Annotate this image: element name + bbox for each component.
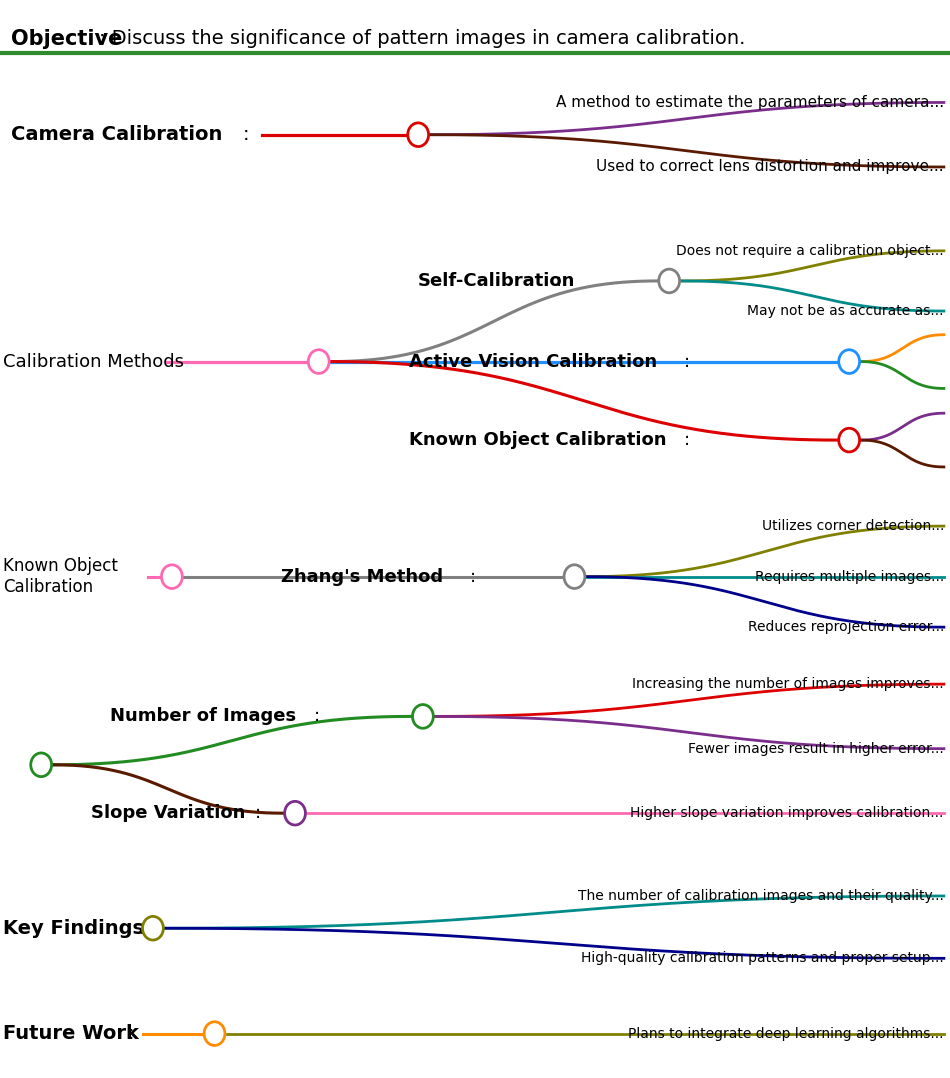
Text: Increasing the number of images improves...: Increasing the number of images improves… — [633, 677, 944, 691]
Text: :: : — [127, 1024, 134, 1044]
Text: Reduces reprojection error...: Reduces reprojection error... — [748, 620, 944, 634]
Text: :: : — [139, 918, 145, 938]
Text: Key Findings: Key Findings — [3, 918, 144, 938]
Text: Fewer images result in higher error...: Fewer images result in higher error... — [688, 742, 944, 756]
Text: Camera Calibration: Camera Calibration — [10, 125, 222, 144]
Text: Utilizes corner detection...: Utilizes corner detection... — [762, 520, 944, 534]
Text: Used to correct lens distortion and improve...: Used to correct lens distortion and impr… — [597, 160, 944, 175]
Text: The number of calibration images and their quality...: The number of calibration images and the… — [578, 889, 944, 903]
Text: : Discuss the significance of pattern images in camera calibration.: : Discuss the significance of pattern im… — [99, 29, 746, 49]
Text: :: : — [683, 431, 690, 450]
Text: May not be as accurate as...: May not be as accurate as... — [748, 304, 944, 318]
Text: Plans to integrate deep learning algorithms...: Plans to integrate deep learning algorit… — [628, 1026, 944, 1040]
Text: Requires multiple images...: Requires multiple images... — [754, 569, 944, 583]
Text: Known Object
Calibration: Known Object Calibration — [3, 557, 118, 596]
Text: Calibration Methods: Calibration Methods — [3, 353, 184, 371]
Text: :: : — [243, 125, 250, 144]
Text: Higher slope variation improves calibration...: Higher slope variation improves calibrat… — [631, 806, 944, 820]
Text: :: : — [556, 272, 561, 290]
Text: :: : — [314, 707, 320, 725]
Text: Future Work: Future Work — [3, 1024, 139, 1044]
Text: Zhang's Method: Zhang's Method — [281, 568, 443, 585]
Text: Self-Calibration: Self-Calibration — [418, 272, 576, 290]
Text: High-quality calibration patterns and proper setup...: High-quality calibration patterns and pr… — [581, 952, 944, 965]
Text: :: : — [470, 568, 476, 585]
Text: :: : — [683, 353, 690, 371]
Text: Number of Images: Number of Images — [110, 707, 296, 725]
Text: :: : — [256, 804, 261, 823]
Text: Does not require a calibration object...: Does not require a calibration object... — [676, 244, 944, 258]
Text: Slope Variation: Slope Variation — [91, 804, 246, 823]
Text: Known Object Calibration: Known Object Calibration — [408, 431, 666, 450]
Text: Active Vision Calibration: Active Vision Calibration — [408, 353, 656, 371]
Text: Objective: Objective — [10, 29, 123, 50]
Text: A method to estimate the parameters of camera...: A method to estimate the parameters of c… — [556, 95, 944, 110]
